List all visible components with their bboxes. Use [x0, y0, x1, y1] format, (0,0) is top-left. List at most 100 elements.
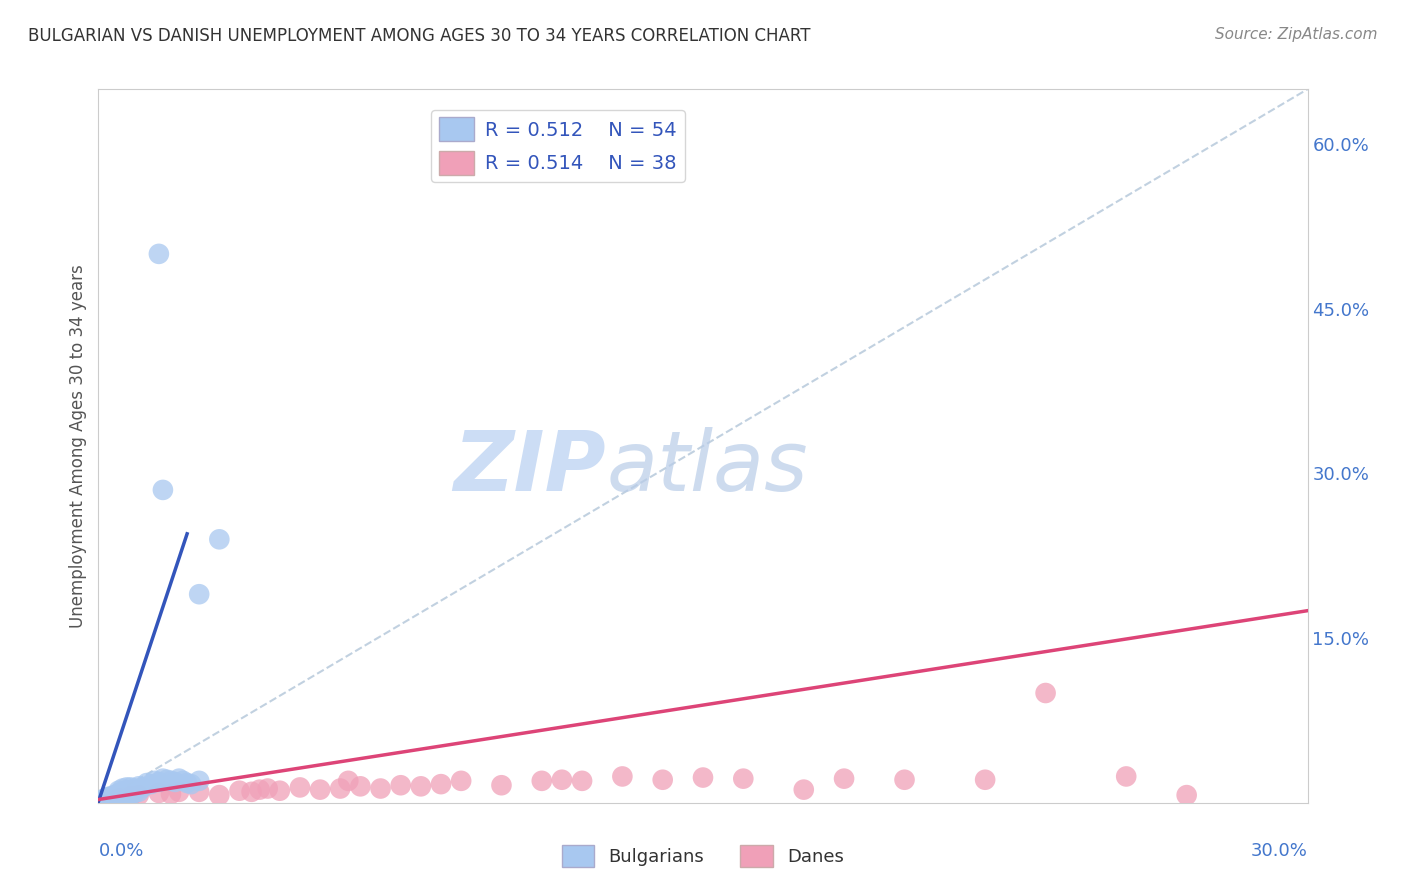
- Point: [128, 785, 150, 799]
- Point: [103, 791, 125, 805]
- Point: [188, 785, 211, 799]
- Point: [107, 792, 129, 806]
- Point: [571, 773, 593, 788]
- Point: [107, 783, 129, 797]
- Point: [491, 778, 513, 792]
- Point: [132, 780, 155, 795]
- Point: [100, 789, 122, 804]
- Point: [188, 587, 211, 601]
- Point: [651, 772, 673, 787]
- Point: [450, 773, 472, 788]
- Text: BULGARIAN VS DANISH UNEMPLOYMENT AMONG AGES 30 TO 34 YEARS CORRELATION CHART: BULGARIAN VS DANISH UNEMPLOYMENT AMONG A…: [28, 27, 811, 45]
- Point: [160, 773, 183, 788]
- Point: [208, 533, 231, 547]
- Point: [530, 773, 553, 788]
- Point: [612, 769, 634, 783]
- Point: [160, 787, 183, 801]
- Legend: R = 0.512    N = 54, R = 0.514    N = 38: R = 0.512 N = 54, R = 0.514 N = 38: [432, 110, 685, 182]
- Text: ZIP: ZIP: [454, 427, 606, 508]
- Point: [228, 783, 250, 797]
- Point: [115, 787, 138, 801]
- Point: [107, 791, 129, 805]
- Point: [1175, 788, 1198, 802]
- Point: [143, 773, 166, 788]
- Text: 0.0%: 0.0%: [98, 842, 143, 860]
- Point: [96, 791, 118, 805]
- Point: [100, 792, 122, 806]
- Point: [107, 791, 129, 805]
- Legend: Bulgarians, Danes: Bulgarians, Danes: [554, 838, 852, 874]
- Point: [349, 780, 371, 794]
- Point: [111, 790, 134, 805]
- Point: [128, 780, 150, 794]
- Point: [167, 772, 190, 786]
- Point: [100, 791, 122, 805]
- Point: [91, 792, 114, 806]
- Point: [1115, 769, 1137, 783]
- Point: [974, 772, 997, 787]
- Point: [100, 790, 122, 805]
- Point: [107, 790, 129, 805]
- Point: [148, 247, 170, 261]
- Point: [329, 781, 352, 796]
- Point: [176, 776, 198, 790]
- Point: [430, 777, 453, 791]
- Point: [91, 794, 114, 808]
- Point: [120, 788, 142, 802]
- Point: [167, 785, 190, 799]
- Y-axis label: Unemployment Among Ages 30 to 34 years: Unemployment Among Ages 30 to 34 years: [69, 264, 87, 628]
- Point: [551, 772, 574, 787]
- Point: [256, 781, 278, 796]
- Point: [115, 783, 138, 797]
- Point: [96, 792, 118, 806]
- Point: [389, 778, 412, 792]
- Point: [156, 772, 179, 787]
- Point: [269, 783, 291, 797]
- Point: [172, 773, 194, 788]
- Point: [692, 771, 714, 785]
- Point: [249, 782, 271, 797]
- Point: [103, 792, 125, 806]
- Point: [103, 788, 125, 802]
- Point: [111, 781, 134, 796]
- Point: [124, 781, 146, 796]
- Point: [337, 773, 360, 788]
- Text: Source: ZipAtlas.com: Source: ZipAtlas.com: [1215, 27, 1378, 42]
- Point: [111, 788, 134, 802]
- Point: [124, 786, 146, 800]
- Point: [139, 777, 162, 791]
- Point: [893, 772, 915, 787]
- Point: [148, 775, 170, 789]
- Point: [152, 772, 174, 786]
- Point: [107, 788, 129, 802]
- Point: [152, 483, 174, 497]
- Point: [115, 789, 138, 804]
- Point: [111, 785, 134, 799]
- Point: [1035, 686, 1057, 700]
- Point: [120, 780, 142, 795]
- Point: [135, 776, 157, 790]
- Point: [208, 788, 231, 802]
- Point: [832, 772, 855, 786]
- Point: [100, 794, 122, 808]
- Point: [240, 785, 263, 799]
- Point: [148, 786, 170, 800]
- Point: [107, 786, 129, 800]
- Point: [115, 780, 138, 795]
- Point: [180, 777, 202, 791]
- Point: [96, 794, 118, 808]
- Point: [120, 785, 142, 799]
- Text: 30.0%: 30.0%: [1251, 842, 1308, 860]
- Point: [188, 773, 211, 788]
- Point: [309, 782, 332, 797]
- Point: [103, 790, 125, 805]
- Point: [793, 782, 815, 797]
- Point: [409, 780, 432, 794]
- Text: atlas: atlas: [606, 427, 808, 508]
- Point: [163, 775, 186, 789]
- Point: [733, 772, 755, 786]
- Point: [370, 781, 392, 796]
- Point: [288, 780, 311, 795]
- Point: [128, 788, 150, 802]
- Point: [120, 789, 142, 804]
